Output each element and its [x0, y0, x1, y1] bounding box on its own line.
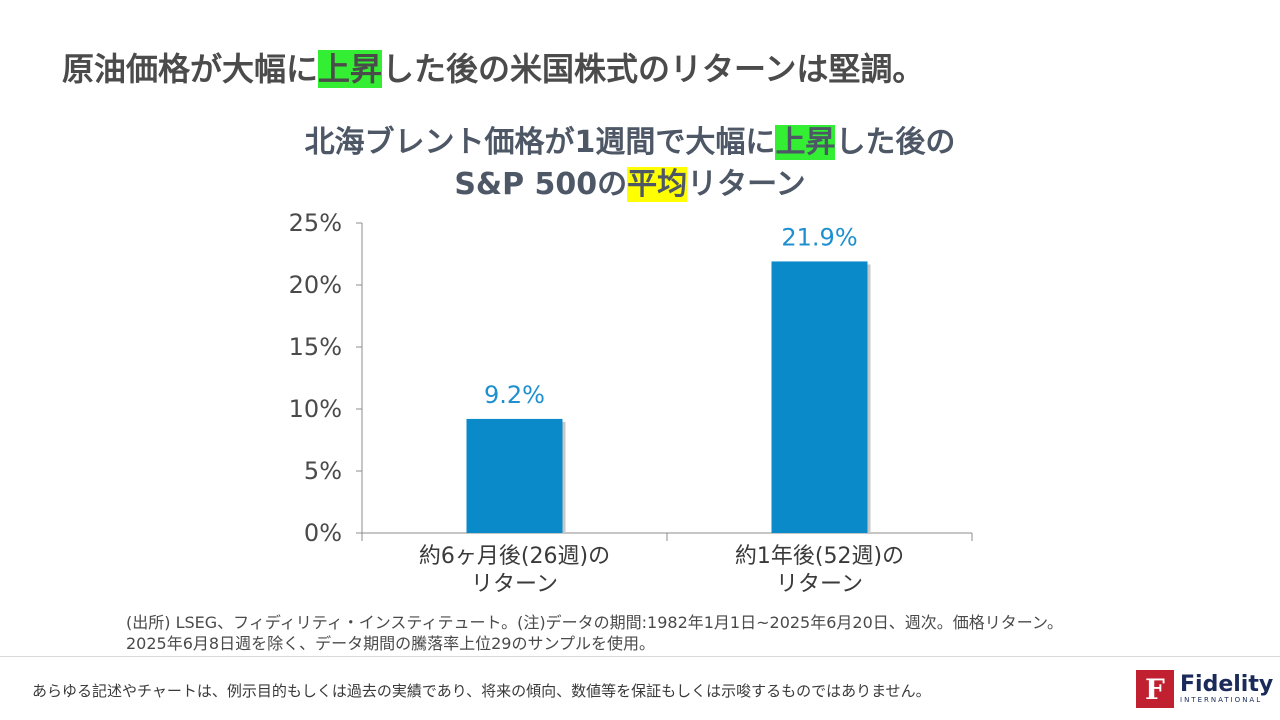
chart-title-line2: S&P 500の平均リターン [230, 164, 1030, 206]
y-tick-label: 20% [289, 271, 342, 299]
bar-chart: 0%5%10%15%20%25%9.2%約6ヶ月後(26週)のリターン21.9%… [289, 209, 973, 597]
headline-highlight: 上昇 [318, 50, 383, 88]
chart-title: 北海ブレント価格が1週間で大幅に上昇した後の S&P 500の平均リターン [230, 122, 1030, 206]
footer-divider [0, 656, 1280, 657]
source-note: (出所) LSEG、フィディリティ・インスティテュート。(注)データの期間:19… [126, 612, 1063, 654]
bar [771, 261, 868, 533]
y-tick-label: 5% [304, 457, 342, 485]
bar [466, 418, 563, 533]
chart-title-line1-post: した後の [835, 125, 956, 160]
y-tick-label: 0% [304, 519, 342, 547]
headline-text-post: した後の米国株式のリターンは堅調。 [382, 50, 925, 88]
disclaimer-text: あらゆる記述やチャートは、例示目的もしくは過去の実績であり、将来の傾向、数値等を… [32, 682, 931, 700]
bar-data-label: 21.9% [781, 223, 857, 251]
x-category-label: 約1年後(52週)の [735, 544, 904, 569]
fidelity-logo-text: Fidelity INTERNATIONAL [1180, 671, 1274, 705]
y-tick-label: 10% [289, 395, 342, 423]
headline-text-pre: 原油価格が大幅に [62, 50, 319, 88]
bar-data-label: 9.2% [484, 381, 545, 409]
chart-title-line1: 北海ブレント価格が1週間で大幅に上昇した後の [230, 122, 1030, 164]
chart-title-highlight-rise: 上昇 [775, 125, 836, 160]
chart-title-highlight-average: 平均 [627, 167, 688, 202]
chart-title-line2-pre: S&P 500の [454, 167, 628, 202]
chart-title-line1-pre: 北海ブレント価格が1週間で大幅に [304, 125, 776, 160]
x-category-label: リターン [471, 572, 558, 597]
fidelity-logo-icon: F [1136, 670, 1174, 708]
chart-title-line2-post: リターン [687, 167, 806, 202]
y-tick-label: 15% [289, 333, 342, 361]
page-headline: 原油価格が大幅に上昇した後の米国株式のリターンは堅調。 [62, 44, 924, 90]
fidelity-logo-sub: INTERNATIONAL [1180, 695, 1263, 704]
x-category-label: 約6ヶ月後(26週)の [419, 544, 610, 569]
fidelity-logo-name: Fidelity [1180, 671, 1274, 697]
fidelity-logo: F Fidelity INTERNATIONAL [1136, 670, 1273, 708]
y-tick-label: 25% [289, 209, 342, 237]
x-category-label: リターン [776, 572, 863, 597]
source-note-line1: (出所) LSEG、フィディリティ・インスティテュート。(注)データの期間:19… [126, 613, 1064, 632]
source-note-line2: 2025年6月8日週を除く、データ期間の騰落率上位29のサンプルを使用。 [126, 634, 655, 653]
